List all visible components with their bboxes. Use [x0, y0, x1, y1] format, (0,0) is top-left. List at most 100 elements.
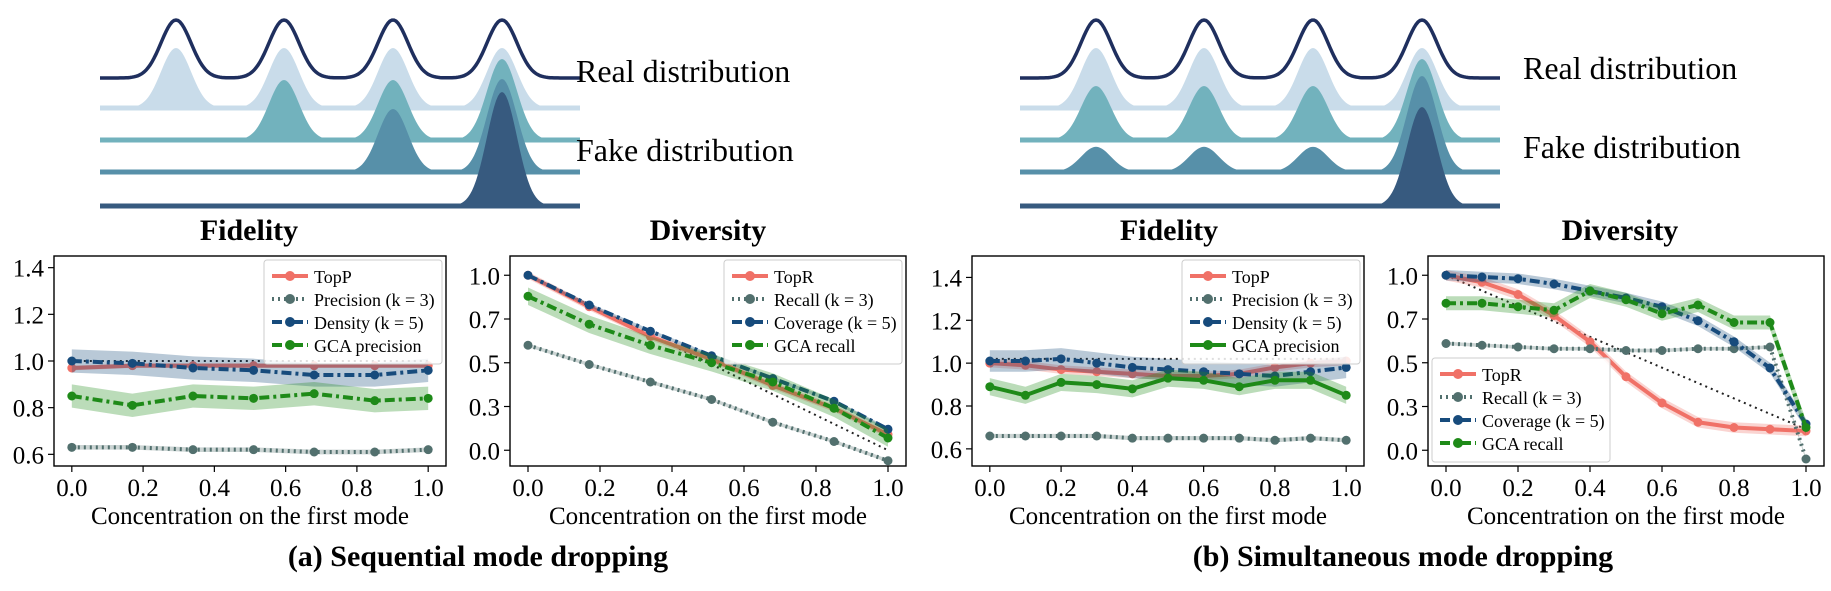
- data-point: [1056, 431, 1066, 441]
- data-point: [1801, 423, 1811, 432]
- data-point: [1092, 367, 1102, 377]
- x-axis-label: Concentration on the first mode: [91, 503, 409, 530]
- x-tick-label: 0.6: [270, 475, 301, 502]
- data-point: [1199, 367, 1209, 377]
- legend-label: Density (k = 5): [1232, 313, 1342, 334]
- data-point: [1306, 375, 1316, 385]
- data-point: [1477, 298, 1487, 308]
- data-point: [1020, 431, 1030, 441]
- data-point: [985, 431, 995, 441]
- data-point: [1549, 305, 1559, 315]
- data-point: [1092, 431, 1102, 441]
- legend: TopR Recall (k = 3)Coverage (k = 5)GCA re…: [1431, 357, 1611, 463]
- data-point: [1234, 382, 1244, 392]
- x-tick-label: 0.8: [341, 475, 372, 502]
- y-tick-label: 1.0: [931, 351, 962, 378]
- data-point: [1801, 454, 1811, 464]
- x-tick-label: 0.4: [199, 475, 231, 502]
- data-point: [1056, 365, 1066, 375]
- data-point: [67, 356, 77, 366]
- legend-box: [263, 259, 443, 365]
- data-point: [1621, 295, 1631, 305]
- data-point: [1765, 318, 1775, 327]
- x-tick-label: 0.8: [1718, 475, 1749, 502]
- data-point: [1729, 344, 1739, 354]
- legend-marker: [745, 340, 755, 350]
- data-point: [584, 300, 594, 310]
- data-point: [645, 377, 655, 387]
- y-tick-label: 0.3: [1387, 395, 1418, 422]
- data-point: [707, 351, 717, 361]
- data-point: [1234, 369, 1244, 379]
- data-point: [523, 340, 533, 350]
- legend-box: [1431, 357, 1611, 463]
- legend-marker: [1203, 294, 1213, 304]
- data-point: [1092, 380, 1102, 390]
- x-tick-label: 0.8: [1259, 475, 1290, 502]
- data-point: [883, 424, 893, 434]
- data-point: [1585, 286, 1595, 296]
- y-tick-label: 1.0: [469, 263, 500, 290]
- data-point: [1306, 367, 1316, 377]
- y-tick-label: 0.8: [13, 396, 44, 423]
- x-tick-label: 0.6: [1646, 475, 1677, 502]
- x-tick-label: 1.0: [872, 475, 903, 502]
- x-tick-label: 0.2: [1502, 475, 1533, 502]
- legend-label: Recall (k = 3): [1482, 388, 1582, 409]
- chart-title-diversity-a: Diversity: [650, 214, 767, 247]
- data-point: [1020, 356, 1030, 366]
- legend: TopR Recall (k = 3)Coverage (k = 5)GCA re…: [723, 259, 903, 365]
- data-point: [423, 393, 433, 403]
- data-point: [1729, 337, 1739, 347]
- real-distribution-label-a: Real distribution: [576, 53, 790, 89]
- data-point: [1765, 424, 1775, 434]
- x-tick-label: 1.0: [1790, 475, 1821, 502]
- diversity-chart-a: 0.00.30.50.71.00.0 0.2 0.4 0.6 0.8 1.0Concent…: [469, 255, 907, 530]
- x-tick-label: 0.4: [1117, 475, 1149, 502]
- data-point: [1199, 433, 1209, 443]
- x-tick-label: 0.6: [1188, 475, 1219, 502]
- legend-label: TopR: [1482, 365, 1522, 385]
- data-point: [1163, 365, 1173, 375]
- fake-distribution-layer-2: [100, 59, 580, 140]
- fidelity-chart-b: 0.60.81.01.21.40.0 0.2 0.4 0.6 0.8 1.0Concent…: [931, 255, 1365, 530]
- data-point: [1306, 433, 1316, 443]
- data-point: [1020, 390, 1030, 400]
- data-point: [1549, 279, 1559, 289]
- fake-distribution-layer-4: [100, 92, 580, 206]
- data-point: [188, 445, 198, 455]
- y-tick-label: 1.2: [13, 302, 44, 329]
- legend-marker: [1203, 340, 1213, 350]
- legend-label: TopP: [314, 267, 352, 287]
- data-point: [1341, 362, 1351, 372]
- data-point: [1477, 340, 1487, 350]
- data-point: [829, 403, 839, 413]
- data-point: [1441, 339, 1451, 348]
- y-tick-label: 0.5: [1387, 351, 1418, 378]
- data-point: [645, 326, 655, 336]
- x-tick-label: 0.8: [800, 475, 831, 502]
- legend-marker: [1453, 392, 1463, 402]
- data-point: [768, 417, 778, 427]
- legend-marker: [745, 271, 755, 281]
- x-tick-label: 0.0: [974, 475, 1005, 502]
- legend-label: Precision (k = 3): [1232, 290, 1353, 311]
- data-point: [249, 393, 259, 403]
- data-point: [883, 456, 893, 466]
- data-point: [1056, 354, 1066, 364]
- x-tick-label: 0.0: [56, 475, 87, 502]
- chart-title-fidelity-b: Fidelity: [1120, 214, 1218, 247]
- data-point: [1477, 272, 1487, 282]
- legend-marker: [1453, 438, 1463, 448]
- legend-label: Coverage (k = 5): [1482, 411, 1605, 432]
- y-tick-label: 0.8: [931, 394, 962, 421]
- x-tick-label: 0.2: [584, 475, 615, 502]
- data-point: [1127, 433, 1137, 443]
- real-distribution-label-b: Real distribution: [1523, 50, 1737, 86]
- legend: TopP Precision (k = 3)Density (k = 5)GCA …: [263, 259, 443, 365]
- y-tick-label: 0.5: [469, 351, 500, 378]
- illustration-sequential: [100, 18, 580, 209]
- x-tick-label: 0.0: [1430, 475, 1461, 502]
- legend-label: GCA recall: [1482, 434, 1563, 454]
- data-point: [188, 391, 198, 401]
